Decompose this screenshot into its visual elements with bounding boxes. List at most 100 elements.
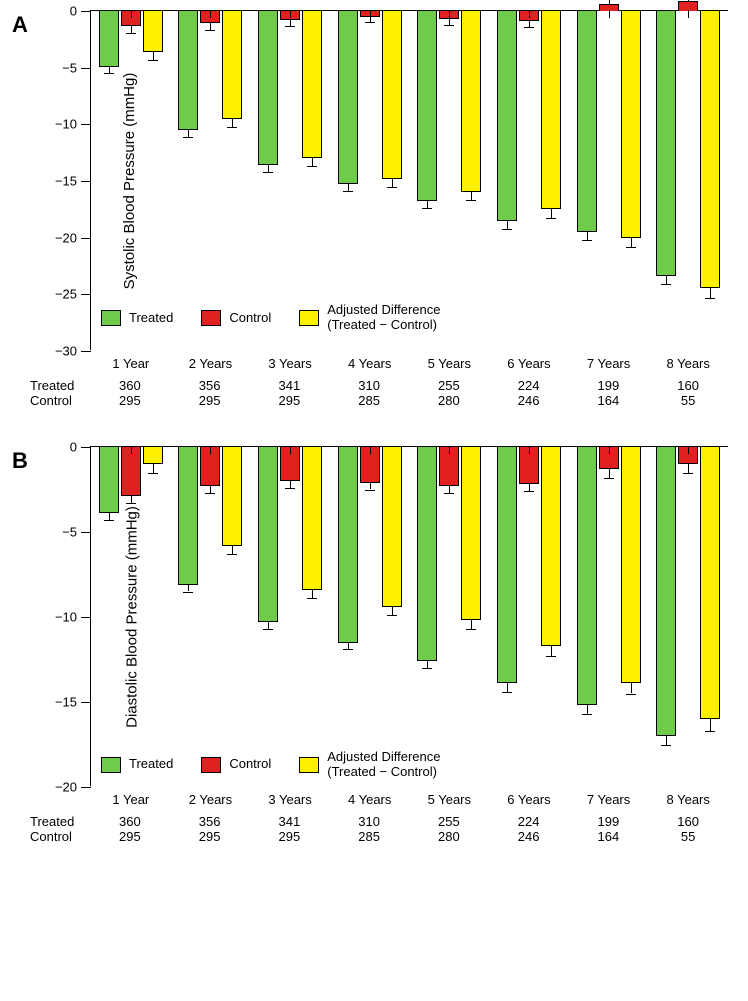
x-tick-label: 7 Years — [569, 792, 649, 807]
y-tick — [81, 532, 91, 533]
y-tick — [81, 617, 91, 618]
x-tick-label: 4 Years — [330, 792, 410, 807]
legend-item-treated: Treated — [101, 310, 173, 326]
legend-label: Treated — [129, 311, 173, 326]
x-tick — [449, 446, 450, 454]
y-tick-label: −20 — [55, 780, 77, 795]
plot-area: Diastolic Blood Pressure (mmHg)0−5−10−15… — [90, 446, 728, 786]
legend: TreatedControlAdjusted Difference(Treate… — [101, 303, 440, 333]
y-tick-label: −25 — [55, 287, 77, 302]
counts-cell: 55 — [648, 829, 728, 844]
x-tick — [609, 10, 610, 18]
legend-swatch — [299, 310, 319, 326]
x-tick-label: 5 Years — [410, 792, 490, 807]
x-tick — [529, 446, 530, 454]
x-tick — [210, 446, 211, 454]
counts-row-label: Control — [30, 393, 90, 408]
x-tick-label: 1 Year — [91, 356, 171, 371]
bars — [171, 11, 251, 350]
legend-label: Control — [229, 757, 271, 772]
bar-group: 6 Years — [489, 11, 569, 350]
y-tick — [81, 68, 91, 69]
counts-cell: 255 — [409, 378, 489, 393]
x-tick — [210, 10, 211, 18]
legend-label: Treated — [129, 757, 173, 772]
bar-group: 7 Years — [569, 447, 649, 786]
bar-group: 5 Years — [410, 447, 490, 786]
bar-group: 1 Year — [91, 11, 171, 350]
x-tick-label: 8 Years — [648, 356, 728, 371]
y-tick-label: 0 — [70, 440, 77, 455]
x-tick-label: 6 Years — [489, 792, 569, 807]
counts-row: Treated360356341310255224199160 — [90, 814, 728, 829]
x-tick-label: 7 Years — [569, 356, 649, 371]
bar-group: 2 Years — [171, 11, 251, 350]
x-tick-label: 1 Year — [91, 792, 171, 807]
x-tick — [529, 10, 530, 18]
legend-item-adjusted: Adjusted Difference(Treated − Control) — [299, 750, 440, 780]
y-tick — [81, 294, 91, 295]
counts-cell: 360 — [90, 378, 170, 393]
counts-cell: 310 — [329, 814, 409, 829]
legend-swatch — [299, 757, 319, 773]
x-tick — [290, 446, 291, 454]
x-tick-label: 6 Years — [489, 356, 569, 371]
bars — [410, 11, 490, 350]
y-tick-label: −20 — [55, 230, 77, 245]
counts-cell: 295 — [170, 829, 250, 844]
counts-cell: 310 — [329, 378, 409, 393]
bars — [250, 11, 330, 350]
counts-cell: 246 — [489, 393, 569, 408]
y-tick — [81, 787, 91, 788]
bar-group: 4 Years — [330, 11, 410, 350]
legend-label: Adjusted Difference(Treated − Control) — [327, 750, 440, 780]
bars — [489, 11, 569, 350]
bar-group: 2 Years — [171, 447, 251, 786]
bars — [648, 11, 728, 350]
y-tick — [81, 447, 91, 448]
bar-group: 8 Years — [648, 447, 728, 786]
bars — [410, 447, 490, 786]
counts-row: Control29529529528528024616455 — [90, 393, 728, 408]
bars — [648, 447, 728, 786]
counts-cell: 285 — [329, 829, 409, 844]
bar-group: 3 Years — [250, 447, 330, 786]
legend-label: Adjusted Difference(Treated − Control) — [327, 303, 440, 333]
counts-cell: 164 — [569, 393, 649, 408]
counts-cell: 280 — [409, 829, 489, 844]
counts-cell: 295 — [250, 829, 330, 844]
y-tick-label: −5 — [62, 60, 77, 75]
y-tick — [81, 181, 91, 182]
bars — [330, 447, 410, 786]
legend-swatch — [201, 757, 221, 773]
counts-cell: 295 — [170, 393, 250, 408]
counts-table: Treated360356341310255224199160Control29… — [90, 814, 728, 844]
counts-row-label: Control — [30, 829, 90, 844]
x-tick-label: 8 Years — [648, 792, 728, 807]
counts-cell: 199 — [569, 814, 649, 829]
bars — [330, 11, 410, 350]
bar-groups: 1 Year2 Years3 Years4 Years5 Years6 Year… — [91, 11, 728, 350]
counts-row: Treated360356341310255224199160 — [90, 378, 728, 393]
counts-table: Treated360356341310255224199160Control29… — [90, 378, 728, 408]
counts-cell: 295 — [90, 829, 170, 844]
plot-area: Systolic Blood Pressure (mmHg)0−5−10−15−… — [90, 10, 728, 350]
counts-cell: 246 — [489, 829, 569, 844]
y-tick-label: 0 — [70, 4, 77, 19]
bars — [569, 447, 649, 786]
counts-cell: 341 — [250, 814, 330, 829]
bars — [91, 447, 171, 786]
x-tick — [449, 10, 450, 18]
x-tick — [290, 10, 291, 18]
y-tick — [81, 124, 91, 125]
counts-cell: 164 — [569, 829, 649, 844]
legend: Treated Control Adjusted Difference(Treate… — [101, 750, 440, 780]
x-tick-label: 2 Years — [171, 356, 251, 371]
legend-swatch — [101, 310, 121, 326]
counts-cell: 356 — [170, 378, 250, 393]
legend-swatch — [201, 310, 221, 326]
y-tick-label: −15 — [55, 174, 77, 189]
y-tick-label: −30 — [55, 344, 77, 359]
y-tick-label: −15 — [55, 695, 77, 710]
counts-cell: 285 — [329, 393, 409, 408]
